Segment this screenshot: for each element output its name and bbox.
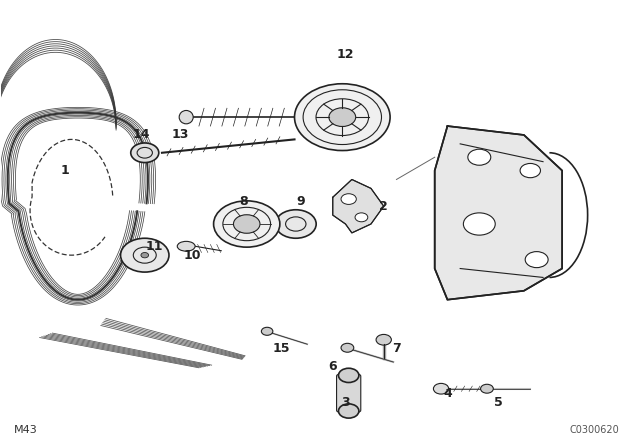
Text: 13: 13	[171, 129, 189, 142]
Circle shape	[433, 383, 449, 394]
Circle shape	[234, 215, 260, 233]
Circle shape	[261, 327, 273, 335]
Circle shape	[141, 253, 148, 258]
Text: 12: 12	[337, 48, 354, 61]
Text: 10: 10	[184, 249, 202, 262]
Text: 14: 14	[133, 129, 150, 142]
Circle shape	[520, 164, 540, 178]
Circle shape	[275, 210, 316, 238]
Text: M43: M43	[14, 426, 38, 435]
Circle shape	[339, 404, 359, 418]
Circle shape	[120, 238, 169, 272]
Circle shape	[355, 213, 368, 222]
Circle shape	[341, 194, 356, 204]
Circle shape	[468, 149, 491, 165]
Circle shape	[341, 343, 354, 352]
Text: C0300620: C0300620	[570, 426, 620, 435]
Text: 3: 3	[341, 396, 350, 409]
Ellipse shape	[179, 111, 193, 124]
Polygon shape	[435, 126, 562, 300]
Circle shape	[376, 334, 392, 345]
Circle shape	[525, 252, 548, 267]
Text: 4: 4	[443, 387, 452, 400]
Circle shape	[131, 143, 159, 163]
Text: 5: 5	[494, 396, 503, 409]
Text: 8: 8	[239, 195, 248, 208]
Ellipse shape	[177, 241, 195, 251]
Text: 9: 9	[296, 195, 305, 208]
Text: 7: 7	[392, 342, 401, 355]
Circle shape	[214, 201, 280, 247]
Circle shape	[339, 368, 359, 383]
Circle shape	[329, 108, 356, 126]
Text: 6: 6	[328, 360, 337, 373]
Polygon shape	[333, 180, 384, 233]
Text: 15: 15	[273, 342, 291, 355]
Circle shape	[294, 84, 390, 151]
FancyBboxPatch shape	[337, 374, 361, 412]
Text: 1: 1	[61, 164, 70, 177]
Circle shape	[481, 384, 493, 393]
Text: 11: 11	[145, 240, 163, 253]
Text: 2: 2	[380, 200, 388, 213]
Circle shape	[463, 213, 495, 235]
